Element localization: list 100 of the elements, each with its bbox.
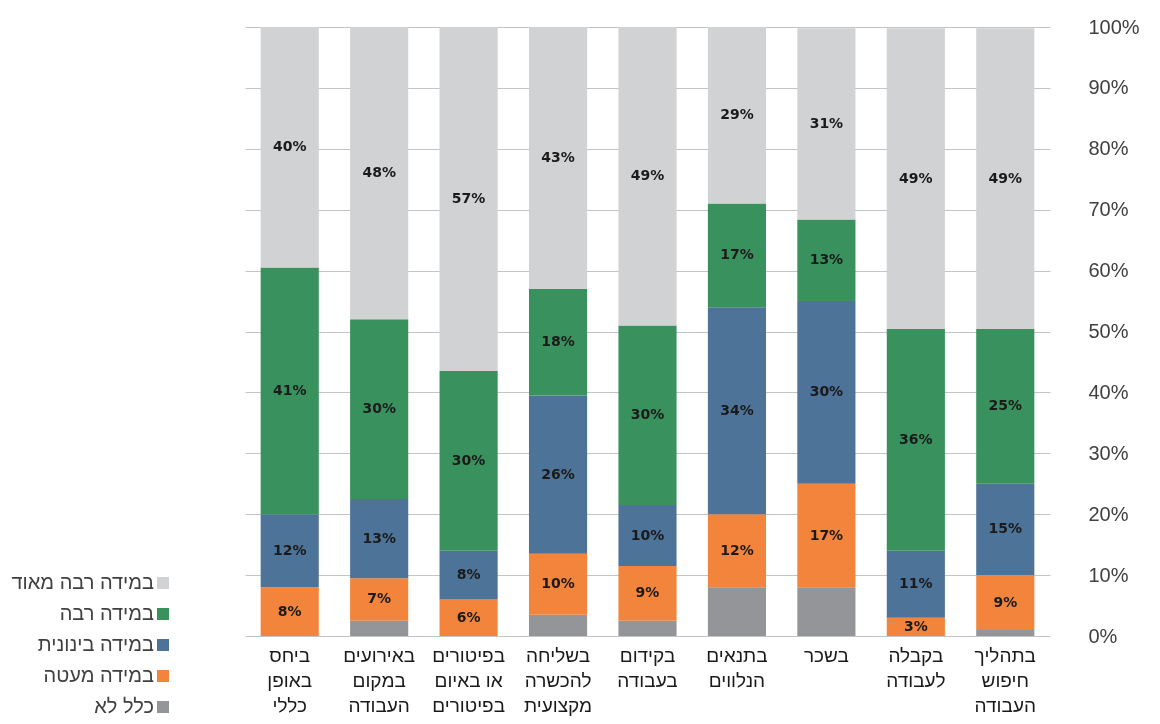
x-tick-label: ביחס באופן כללי (267, 644, 313, 716)
x-tick-label: בקבלה לעבודה (886, 644, 946, 691)
data-label: 8% (277, 602, 302, 619)
legend-label: במידה רבה מאוד (11, 571, 155, 593)
bar (976, 28, 1035, 330)
data-label: 34% (720, 401, 754, 418)
bar (797, 587, 856, 636)
data-label: 30% (362, 400, 396, 417)
data-label: 9% (993, 593, 1018, 610)
bar (260, 587, 319, 636)
data-label: 11% (899, 575, 933, 592)
data-label: 49% (988, 169, 1023, 186)
bar (350, 319, 409, 499)
data-label: 7% (367, 590, 392, 607)
data-label: 48% (362, 164, 396, 181)
bar (797, 28, 856, 220)
data-label: 13% (362, 529, 396, 546)
bar (797, 301, 856, 484)
data-label: 40% (272, 138, 307, 155)
data-label: 12% (272, 541, 307, 558)
legend-label: במידה מעטה (43, 664, 155, 686)
x-tick-label: בקידום בעבודה (617, 644, 678, 691)
y-tick-label: 80% (1088, 137, 1129, 160)
bar (618, 505, 677, 566)
bar (976, 575, 1035, 630)
x-tick-label: בתנאים הנלווים (706, 644, 768, 691)
bar (618, 325, 677, 506)
bar (707, 203, 767, 308)
data-label: 43% (541, 148, 575, 165)
bar (707, 27, 767, 204)
bar (976, 629, 1035, 636)
y-tick-label: 40% (1088, 380, 1129, 403)
bar (528, 27, 588, 289)
bar (797, 483, 856, 588)
data-label: 26% (541, 465, 575, 482)
x-tick-label: בשליחה להכשרה מקצועית (524, 644, 593, 716)
y-tick-label: 50% (1088, 320, 1129, 342)
bar (707, 307, 767, 515)
bar (350, 27, 409, 320)
data-label: 12% (720, 541, 754, 558)
legend-label: במידה רבה (59, 602, 155, 624)
bar (797, 219, 856, 302)
y-tick-label: 20% (1088, 502, 1129, 525)
bar (618, 565, 677, 621)
bar (618, 620, 677, 636)
bar (528, 288, 588, 396)
y-tick-label: 30% (1088, 441, 1129, 464)
bar (528, 395, 588, 554)
data-label: 30% (451, 451, 486, 468)
bar (439, 550, 498, 600)
data-label: 57% (451, 190, 486, 207)
bar (976, 329, 1035, 484)
data-label: 15% (988, 520, 1023, 537)
bar (260, 514, 319, 588)
data-label: 49% (630, 167, 665, 184)
bar (707, 587, 767, 636)
data-label: 3% (903, 617, 928, 634)
data-label: 6% (456, 608, 481, 625)
bar (886, 329, 945, 551)
x-tick-label: בתהליך חיפוש העבודה (974, 644, 1036, 716)
data-label: 31% (809, 114, 844, 131)
bar (707, 514, 767, 588)
y-tick-label: 90% (1088, 76, 1129, 99)
bar (260, 27, 319, 268)
bar (886, 550, 945, 618)
y-tick-label: 10% (1088, 563, 1129, 586)
bar (976, 483, 1035, 576)
bar (350, 498, 409, 579)
data-label: 10% (630, 526, 665, 543)
x-tick-label: באירועים במקום העבודה (343, 644, 416, 716)
data-label: 13% (809, 251, 844, 268)
data-label: 8% (456, 566, 481, 583)
bar (886, 28, 945, 330)
bar (439, 599, 498, 636)
data-label: 18% (541, 333, 575, 350)
data-label: 30% (809, 383, 844, 400)
data-label: 49% (899, 169, 933, 186)
data-label: 9% (635, 584, 660, 601)
bar (618, 27, 677, 326)
bar (528, 614, 588, 636)
data-label: 17% (809, 526, 844, 543)
data-label: 10% (541, 575, 575, 592)
x-tick-label: בפיטורים או באיום בפיטורים (432, 644, 506, 716)
bar (260, 267, 319, 515)
y-tick-label: 100% (1088, 15, 1140, 38)
data-label: 17% (720, 246, 754, 263)
data-label: 41% (272, 381, 307, 398)
data-label: 25% (988, 397, 1023, 414)
bar (528, 553, 588, 615)
bar (350, 578, 409, 621)
legend-label: במידה בינונית (37, 633, 155, 655)
y-tick-label: 0% (1088, 624, 1118, 647)
bar (439, 27, 498, 372)
y-tick-label: 60% (1088, 259, 1129, 282)
bar (439, 371, 498, 551)
x-tick-label: בשכר (803, 644, 849, 666)
data-label: 36% (899, 430, 933, 447)
data-label: 29% (720, 106, 754, 123)
y-tick-label: 70% (1088, 198, 1129, 221)
bar (350, 620, 409, 636)
